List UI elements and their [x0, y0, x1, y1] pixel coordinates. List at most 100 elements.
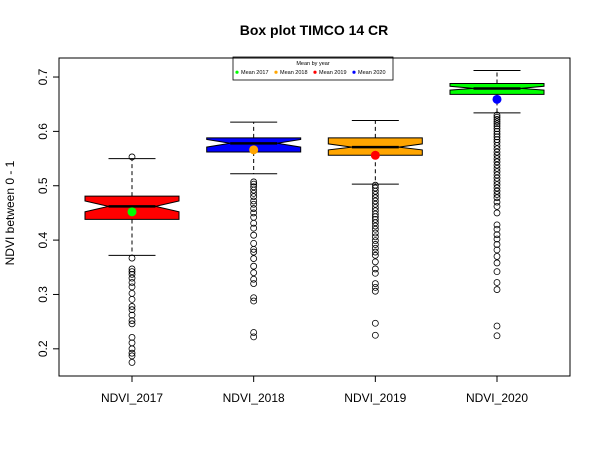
outlier-point	[250, 255, 258, 262]
outlier-point	[493, 171, 501, 179]
outlier-point	[371, 265, 379, 273]
outlier-point	[371, 197, 379, 205]
outlier-point	[250, 248, 258, 256]
outlier-point	[371, 258, 379, 266]
outlier-point	[250, 219, 258, 227]
y-tick-label: 0.7	[36, 68, 50, 85]
outlier-point	[128, 345, 136, 353]
outlier-point	[250, 186, 258, 194]
outlier-point	[493, 155, 501, 162]
outlier-point	[493, 198, 501, 206]
outlier-point	[493, 322, 501, 330]
outlier-point	[250, 224, 258, 232]
outlier-point	[493, 118, 501, 125]
outlier-point	[493, 148, 501, 156]
mean-point	[370, 150, 380, 160]
outlier-point	[493, 145, 501, 153]
outlier-point	[371, 187, 379, 195]
outlier-point	[371, 210, 379, 218]
outlier-point	[128, 320, 136, 328]
outlier-point	[493, 161, 501, 169]
legend-marker	[313, 70, 317, 74]
outlier-point	[128, 349, 136, 357]
outlier-point	[250, 200, 258, 208]
outlier-point	[128, 359, 136, 366]
outlier-point	[493, 268, 501, 276]
outlier-point	[128, 295, 136, 303]
outlier-point	[128, 153, 136, 161]
outlier-point	[250, 213, 258, 221]
outlier-point	[250, 209, 258, 217]
outlier-point	[250, 269, 258, 277]
outlier-point	[493, 151, 501, 159]
outlier-point	[128, 279, 136, 286]
outlier-point	[493, 202, 501, 210]
outlier-point	[250, 205, 258, 212]
outlier-point	[371, 269, 379, 277]
outlier-point	[493, 279, 501, 286]
legend-label: Mean 2019	[319, 70, 347, 76]
outlier-point	[250, 329, 258, 336]
outlier-point	[371, 222, 379, 230]
legend-label: Mean 2017	[241, 70, 269, 76]
outlier-point	[250, 245, 258, 253]
outlier-point	[371, 191, 379, 198]
outlier-point	[128, 274, 136, 282]
outlier-point	[493, 184, 501, 192]
outlier-point	[493, 332, 501, 340]
outlier-point	[371, 251, 379, 259]
outlier-point	[250, 294, 258, 302]
outlier-point	[250, 239, 258, 247]
outlier-point	[493, 142, 501, 149]
plot-area: 0.2 0.3 0.4 0.5 0.6 0.7 NDVI_2017 NDVI_2018 NDVI…	[36, 68, 545, 405]
outlier-point	[371, 233, 379, 241]
outlier-point	[493, 221, 501, 229]
outlier-point	[250, 197, 258, 205]
y-tick-label: 0.5	[36, 177, 50, 194]
x-tick-label: NDVI_2019	[344, 391, 406, 405]
y-tick-label: 0.2	[36, 340, 50, 357]
outlier-point	[371, 219, 379, 227]
outlier-point	[128, 317, 136, 324]
mean-point	[127, 207, 137, 217]
outlier-point	[250, 280, 258, 287]
legend-label: Mean 2018	[280, 70, 308, 76]
outlier-point	[128, 303, 136, 310]
legend: Mean by year Mean 2017 Mean 2018 Mean 2019…	[232, 56, 394, 81]
outlier-point	[128, 311, 136, 319]
outlier-point	[493, 120, 501, 128]
outlier-point	[128, 254, 136, 262]
outlier-point	[371, 241, 379, 248]
outlier-point	[493, 174, 501, 182]
outlier-point	[493, 209, 501, 217]
outlier-point	[371, 237, 379, 245]
legend-title: Mean by year	[296, 61, 329, 67]
y-tick-label: 0.4	[36, 231, 50, 248]
outlier-point	[493, 194, 501, 202]
outlier-point	[128, 270, 136, 278]
outlier-point	[493, 225, 501, 233]
outlier-point	[128, 283, 136, 291]
outlier-point	[250, 193, 258, 201]
outlier-point	[493, 241, 501, 248]
outlier-point	[250, 297, 258, 305]
outlier-point	[493, 187, 501, 195]
outlier-point	[128, 352, 136, 360]
outlier-point	[493, 164, 501, 172]
outlier-point	[493, 127, 501, 135]
outlier-point	[493, 246, 501, 254]
outlier-point	[371, 225, 379, 233]
outlier-point	[493, 122, 501, 130]
legend-marker	[274, 70, 278, 74]
outlier-point	[371, 244, 379, 252]
outlier-point	[128, 268, 136, 276]
outlier-point	[250, 183, 258, 191]
outlier-point	[371, 319, 379, 327]
outlier-point	[371, 248, 379, 256]
outlier-point	[128, 306, 136, 314]
outlier-point	[371, 280, 379, 287]
outlier-point	[250, 275, 258, 283]
chart-title: Box plot TIMCO 14 CR	[240, 22, 389, 38]
legend-label: Mean 2020	[358, 70, 386, 76]
